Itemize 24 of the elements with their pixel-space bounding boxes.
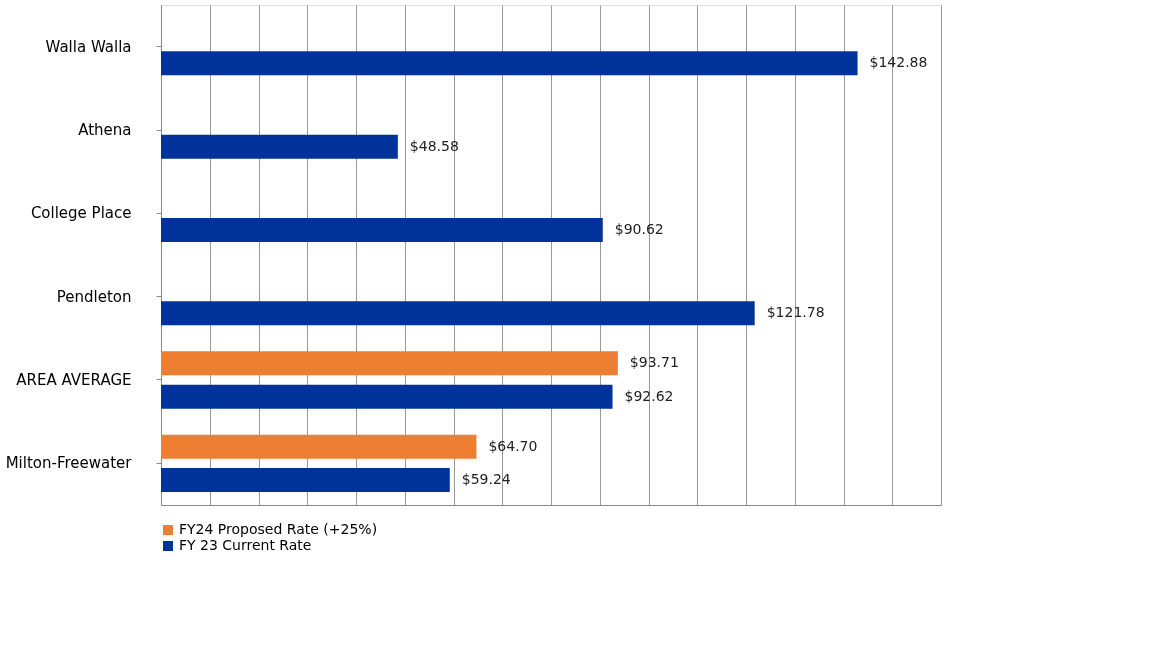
data-label: $93.71 xyxy=(629,354,679,371)
bar xyxy=(161,51,858,76)
bar xyxy=(161,384,613,409)
y-tick-label: Pendleton xyxy=(56,287,132,306)
y-tick-label: AREA AVERAGE xyxy=(16,371,132,389)
bar xyxy=(161,434,477,459)
data-label: $121.78 xyxy=(766,304,825,321)
data-label: $142.88 xyxy=(869,54,928,71)
y-tick-label: Milton-Freewater xyxy=(5,454,133,473)
legend-label: FY 23 Current Rate xyxy=(179,537,312,553)
bar xyxy=(161,301,755,326)
bar xyxy=(161,468,450,492)
data-label: $48.58 xyxy=(409,137,459,154)
data-label: $59.24 xyxy=(461,471,511,487)
bar xyxy=(161,351,618,376)
data-label: $92.62 xyxy=(624,387,674,404)
y-tick-label: Athena xyxy=(78,121,132,139)
bar xyxy=(161,134,398,159)
legend-label: FY24 Proposed Rate (+25%) xyxy=(179,521,378,537)
bar xyxy=(161,218,603,242)
y-tick-label: College Place xyxy=(30,204,132,223)
data-label: $64.70 xyxy=(488,437,538,454)
data-label: $90.62 xyxy=(614,221,664,237)
y-tick-label: Walla Walla xyxy=(45,37,132,56)
